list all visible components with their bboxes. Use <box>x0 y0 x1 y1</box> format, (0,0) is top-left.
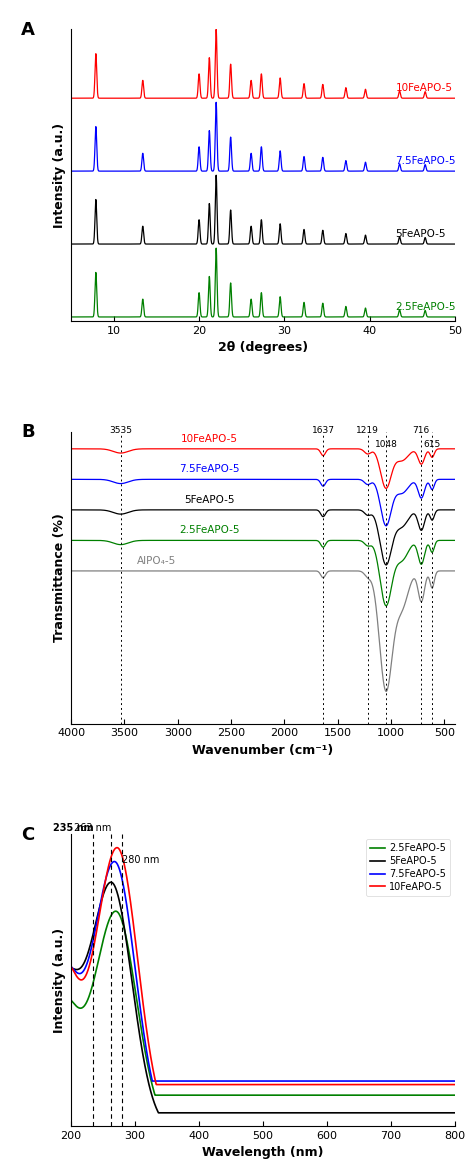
Text: 280 nm: 280 nm <box>122 855 160 865</box>
X-axis label: Wavenumber (cm⁻¹): Wavenumber (cm⁻¹) <box>192 744 334 757</box>
Text: B: B <box>21 423 35 441</box>
Text: A: A <box>21 21 35 39</box>
10FeAPO-5 <box>68 960 74 974</box>
Text: AlPO₄-5: AlPO₄-5 <box>137 556 176 565</box>
10FeAPO-5 <box>452 1078 458 1092</box>
10FeAPO-5 <box>246 1078 252 1092</box>
Y-axis label: Transmittance (%): Transmittance (%) <box>53 514 65 642</box>
Text: 5FeAPO-5: 5FeAPO-5 <box>395 229 446 239</box>
10FeAPO-5 <box>114 841 119 855</box>
Text: 1048: 1048 <box>374 440 397 449</box>
10FeAPO-5 <box>240 1078 246 1092</box>
Text: C: C <box>21 826 35 843</box>
5FeAPO-5 <box>452 1106 458 1120</box>
5FeAPO-5 <box>232 1106 237 1120</box>
Text: 263 nm: 263 nm <box>74 823 111 833</box>
2.5FeAPO-5 <box>452 1089 458 1103</box>
Text: 5FeAPO-5: 5FeAPO-5 <box>184 495 235 504</box>
2.5FeAPO-5 <box>287 1089 293 1103</box>
2.5FeAPO-5 <box>232 1089 237 1103</box>
Text: 235 nm: 235 nm <box>53 823 93 833</box>
10FeAPO-5 <box>154 1078 159 1092</box>
7.5FeAPO-5 <box>149 1074 155 1089</box>
Text: 7.5FeAPO-5: 7.5FeAPO-5 <box>180 465 240 474</box>
X-axis label: 2θ (degrees): 2θ (degrees) <box>218 341 308 354</box>
Text: 10FeAPO-5: 10FeAPO-5 <box>181 434 238 443</box>
Line: 5FeAPO-5: 5FeAPO-5 <box>71 882 455 1113</box>
5FeAPO-5 <box>98 896 104 910</box>
10FeAPO-5 <box>287 1078 293 1092</box>
Y-axis label: Intensity (a.u.): Intensity (a.u.) <box>53 123 65 228</box>
5FeAPO-5 <box>114 884 119 899</box>
7.5FeAPO-5 <box>98 894 104 908</box>
2.5FeAPO-5 <box>152 1089 158 1103</box>
Text: 3535: 3535 <box>109 426 132 435</box>
7.5FeAPO-5 <box>68 960 74 974</box>
Text: 1219: 1219 <box>356 426 379 435</box>
7.5FeAPO-5 <box>114 856 119 870</box>
2.5FeAPO-5 <box>68 994 74 1008</box>
Text: 7.5FeAPO-5: 7.5FeAPO-5 <box>395 156 456 167</box>
Legend: 2.5FeAPO-5, 5FeAPO-5, 7.5FeAPO-5, 10FeAPO-5: 2.5FeAPO-5, 5FeAPO-5, 7.5FeAPO-5, 10FeAP… <box>366 839 450 896</box>
7.5FeAPO-5 <box>246 1074 252 1089</box>
X-axis label: Wavelength (nm): Wavelength (nm) <box>202 1146 324 1159</box>
7.5FeAPO-5 <box>452 1074 458 1089</box>
5FeAPO-5 <box>156 1106 162 1120</box>
5FeAPO-5 <box>246 1106 252 1120</box>
5FeAPO-5 <box>287 1106 293 1120</box>
5FeAPO-5 <box>108 875 114 889</box>
7.5FeAPO-5 <box>111 854 117 868</box>
10FeAPO-5 <box>232 1078 237 1092</box>
Text: 716: 716 <box>413 426 430 435</box>
Text: 615: 615 <box>423 440 441 449</box>
2.5FeAPO-5 <box>114 904 119 918</box>
10FeAPO-5 <box>98 900 104 914</box>
Line: 2.5FeAPO-5: 2.5FeAPO-5 <box>71 911 455 1096</box>
Line: 10FeAPO-5: 10FeAPO-5 <box>71 848 455 1085</box>
Text: 1637: 1637 <box>311 426 335 435</box>
5FeAPO-5 <box>240 1106 246 1120</box>
Y-axis label: Intensity (a.u.): Intensity (a.u.) <box>53 928 65 1032</box>
7.5FeAPO-5 <box>232 1074 237 1089</box>
2.5FeAPO-5 <box>98 943 104 957</box>
7.5FeAPO-5 <box>287 1074 293 1089</box>
2.5FeAPO-5 <box>246 1089 252 1103</box>
2.5FeAPO-5 <box>113 904 118 918</box>
5FeAPO-5 <box>68 961 74 975</box>
Text: 2.5FeAPO-5: 2.5FeAPO-5 <box>180 526 240 535</box>
Text: 2.5FeAPO-5: 2.5FeAPO-5 <box>395 303 456 312</box>
Text: 10FeAPO-5: 10FeAPO-5 <box>395 83 452 94</box>
2.5FeAPO-5 <box>240 1089 246 1103</box>
10FeAPO-5 <box>114 841 120 855</box>
Line: 7.5FeAPO-5: 7.5FeAPO-5 <box>71 861 455 1082</box>
7.5FeAPO-5 <box>240 1074 246 1089</box>
